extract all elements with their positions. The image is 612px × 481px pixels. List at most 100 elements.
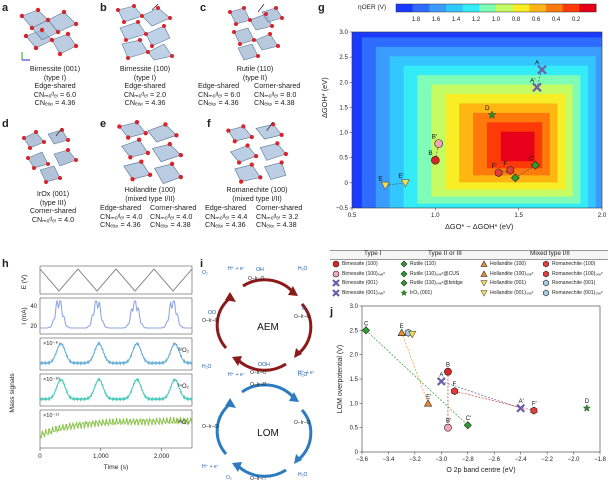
legend-item: Rutile (110)₀ᵥₑᶜ@bridge <box>400 279 463 287</box>
legend-marker <box>332 279 340 287</box>
birnessite-001-structure <box>19 7 79 61</box>
legend-item: Hollandite (100)₀ᵥₑᶜ <box>480 269 533 278</box>
g-ytick-label: 0.5 <box>339 155 348 162</box>
panel-c-name: Rutile (110) <box>236 64 274 73</box>
panel-f-site2: Corner-shared <box>256 203 303 212</box>
legend-item: Hollandite (001)₀ᵥₑᶜ <box>480 289 533 297</box>
j-point-F-prime <box>530 406 538 415</box>
colorbar-tick-label: 0.8 <box>512 17 521 23</box>
j-xtick-label: −2.4 <box>515 457 528 463</box>
colorbar-swatch <box>446 4 464 12</box>
j-ytick-label: 1.5 <box>350 377 359 383</box>
lom-arrow-1 <box>241 383 296 400</box>
panel-e-cn2-exp: CNₑₓₚ = 4.38 <box>150 220 191 230</box>
panel-f-name: Romanechite (100) <box>226 185 288 194</box>
j-point-label: F <box>453 382 457 388</box>
j-point-F <box>451 387 458 396</box>
g-point-F-prime <box>494 168 503 178</box>
legend-marker <box>332 260 340 268</box>
aem-arrow-4 <box>215 296 231 349</box>
g-point-label: C′ <box>528 155 535 162</box>
legend-marker <box>400 288 408 296</box>
aem-h2o-1: H₂O <box>298 266 308 272</box>
j-point-label: A <box>439 372 443 378</box>
panel-c-cn2-exp: CNₑₓₚ = 4.38 <box>254 98 295 108</box>
aem-o2: O₂ <box>202 270 208 276</box>
panel-c-caption: Rutile (110) (type II) <box>210 64 300 82</box>
g-xtick-label: 1.5 <box>514 212 523 219</box>
j-point-label: E <box>400 324 404 330</box>
h-xtick-label: 2,000 <box>154 453 170 460</box>
legend-item-label: Hollandite (001)₀ᵥₑᶜ <box>490 289 534 296</box>
legend-item: Hollandite (001) <box>480 279 526 287</box>
j-xtick-label: −2.8 <box>462 457 475 463</box>
legend-marker <box>543 270 549 277</box>
g-pair-link <box>515 165 536 179</box>
h-species-label: ³²O₂ <box>178 348 190 354</box>
legend-marker <box>543 289 549 296</box>
legend-item: Rutile (110)₀ᵥₑᶜ@CUS <box>400 270 459 278</box>
g-ytick-label: 2.5 <box>339 54 348 61</box>
legend-item-label: Romanechite (001) <box>552 280 596 286</box>
svg-text:O–Ir–O: O–Ir–O <box>294 420 311 426</box>
lom-label: LOM <box>257 428 279 439</box>
panel-e-cn1-exp: CNₑₓₚ = 4.36 <box>100 220 141 230</box>
lom-scatter-plot: −3.6 −3.4 −3.2 −3.0 −2.8 −2.6 −2.4 −2.2 −2.0 −1.8… <box>337 304 607 474</box>
panel-h-label: h <box>2 258 9 270</box>
legend-item-label: Romanechite (001)₀ᵥₑᶜ <box>552 289 603 296</box>
h-xlabel: Time (s) <box>104 464 129 471</box>
svg-text:O–Ir–O: O–Ir–O <box>202 424 219 430</box>
panel-e-type: (mixed type I/II) <box>125 193 175 203</box>
j-pair-link <box>401 332 429 404</box>
j-point-label: E′ <box>426 394 432 400</box>
panel-f-corner: Corner-shared CNₘₒᵈₑₗ = 3.2 CNₑₓₚ = 4.38 <box>256 203 303 230</box>
panel-c-edge: Edge-shared CNₘₒᵈₑₗ = 6.0 CNₑₓₚ = 4.36 <box>198 81 241 108</box>
j-point-B <box>444 367 452 376</box>
j-point-C-prime <box>463 421 472 430</box>
legend-item: Hollandite (100) <box>480 260 526 268</box>
colorbar-swatch <box>479 4 497 12</box>
colorbar-tick-label: 1.0 <box>492 17 501 23</box>
rutile-110-structure <box>228 4 284 61</box>
colorbar-tick-label: 1.8 <box>412 17 421 23</box>
panel-f-cn2-exp: CNₑₓₚ = 4.38 <box>256 220 297 230</box>
panel-e-site2: Corner-shared <box>150 203 197 212</box>
panel-c-type: (type II) <box>242 72 268 82</box>
panel-a-cn-model: CNₘₒᵈₑₗ = 6.0 <box>33 89 77 99</box>
panel-j-label: j <box>330 306 334 318</box>
panel-c-cn1-model: CNₘₒᵈₑₗ = 6.0 <box>198 89 241 99</box>
g-point-C-prime <box>530 160 540 170</box>
panel-f-site1: Edge-shared <box>205 203 247 212</box>
h-subplot-frame <box>39 265 193 295</box>
panel-e-cn2-model: CNₘₒᵈₑₗ = 4.0 <box>150 211 193 221</box>
legend-item-label: IrOₓ (001) <box>410 289 433 296</box>
j-point-label: A′ <box>519 399 525 405</box>
lom-hplus-2: H⁺ + e⁻ <box>202 464 220 470</box>
panel-a-type: (type I) <box>43 72 67 82</box>
panel-b-cn-model: CNₘₒᵈₑₗ = 2.0 <box>123 89 167 99</box>
h-ylabel-I: I (mA) <box>21 307 28 324</box>
legend-item-label: Rutile (110) <box>410 261 436 267</box>
legend-item-label: Romanechite (100)₀ᵥₑᶜ <box>552 270 603 277</box>
panel-f-caption: Romanechite (100) (mixed type I/II) <box>212 185 302 203</box>
legend-header-mixed: Mixed type I/II <box>530 250 570 257</box>
lom-arrow-2 <box>297 409 313 462</box>
lom-o2: O₂ <box>226 475 232 481</box>
panel-f-type: (mixed type I/II) <box>232 193 282 203</box>
j-point-label: F′ <box>532 402 538 408</box>
panel-f-cn1-model: CNₘₒᵈₑₗ = 4.4 <box>205 211 248 221</box>
colorbar-frame <box>395 3 597 13</box>
legend-item: Romanechite (100) <box>542 260 595 268</box>
h-species-label: ³⁶O₂ <box>178 419 190 426</box>
g-xtick-label: 2.0 <box>598 212 607 219</box>
svg-text:OH: OH <box>256 267 264 273</box>
g-pair-link <box>536 69 543 88</box>
lom-h2o-2: H₂O <box>298 472 308 478</box>
legend-item-label: Hollandite (100) <box>490 261 526 267</box>
colorbar-swatch <box>496 4 514 12</box>
lom-arrow-4 <box>215 402 231 455</box>
lom-arrow-3 <box>236 464 287 478</box>
panel-g-label: g <box>318 2 325 14</box>
panel-f-cn2-model: CNₘₒᵈₑₗ = 3.2 <box>256 211 299 221</box>
colorbar-swatch <box>429 4 447 12</box>
